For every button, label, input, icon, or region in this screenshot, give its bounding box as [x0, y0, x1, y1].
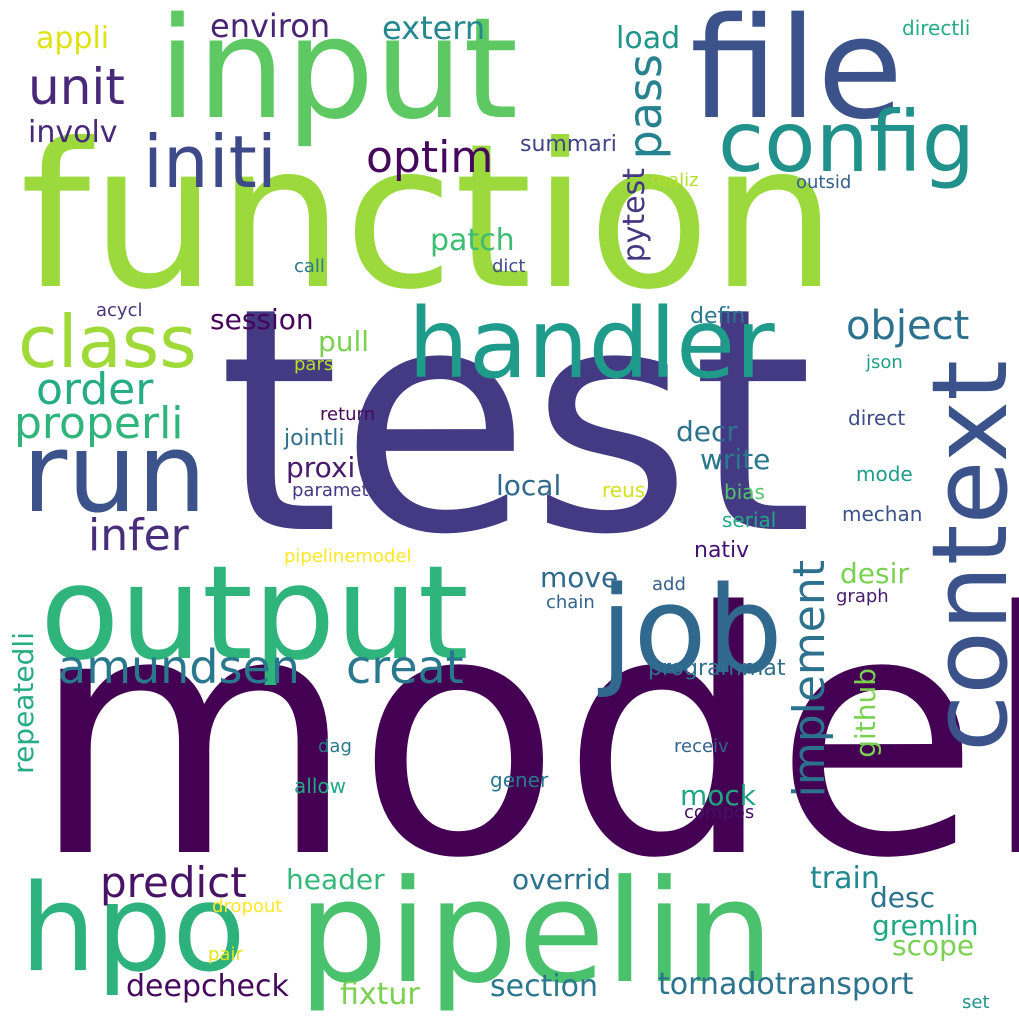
- word-desir: desir: [840, 557, 909, 590]
- word-realiz: realiz: [650, 170, 699, 191]
- word-programmat: programmat: [648, 656, 786, 681]
- word-creat: creat: [346, 640, 464, 694]
- word-predict: predict: [100, 858, 247, 907]
- word-set: set: [962, 992, 990, 1013]
- word-environ: environ: [210, 7, 331, 45]
- word-bias: bias: [724, 480, 765, 504]
- word-patch: patch: [430, 223, 515, 258]
- word-handler: handler: [408, 288, 775, 400]
- word-gener: gener: [490, 768, 549, 792]
- word-session: session: [210, 303, 314, 336]
- word-model: model: [30, 542, 1019, 932]
- word-paramet: paramet: [292, 480, 369, 501]
- word-mode: mode: [856, 462, 913, 486]
- word-receiv: receiv: [674, 736, 729, 757]
- word-desc: desc: [870, 881, 935, 914]
- word-run: run: [22, 409, 207, 537]
- word-defin: defin: [690, 304, 746, 329]
- word-decr: decr: [676, 415, 738, 448]
- word-deepcheck: deepcheck: [126, 969, 289, 1004]
- word-output: output: [40, 537, 469, 689]
- word-json: json: [866, 352, 903, 373]
- word-dict: dict: [492, 256, 526, 277]
- word-class: class: [18, 300, 197, 384]
- word-mechan: mechan: [842, 502, 923, 526]
- word-hpo: hpo: [20, 860, 246, 999]
- word-summari: summari: [520, 132, 617, 157]
- word-gremlin: gremlin: [872, 909, 979, 942]
- word-proxi: proxi: [286, 451, 356, 484]
- word-dag: dag: [318, 736, 352, 757]
- word-repeatedli: repeatedli: [7, 632, 40, 774]
- word-function: function: [20, 101, 837, 334]
- word-load: load: [616, 21, 681, 56]
- word-reus: reus: [602, 478, 646, 502]
- word-train: train: [810, 861, 880, 896]
- word-write: write: [700, 443, 771, 476]
- word-local: local: [496, 469, 562, 502]
- word-mock: mock: [680, 779, 757, 812]
- word-call: call: [294, 256, 325, 277]
- word-infer: infer: [88, 510, 189, 561]
- word-pipelinemodel: pipelinemodel: [284, 546, 412, 567]
- word-amundsen: amundsen: [58, 640, 300, 694]
- word-involv: involv: [28, 115, 118, 150]
- word-pytest: pytest: [617, 168, 652, 263]
- word-extern: extern: [382, 9, 486, 47]
- word-dropout: dropout: [212, 896, 283, 917]
- word-section: section: [490, 969, 599, 1004]
- word-fixtur: fixtur: [340, 977, 420, 1012]
- word-file: file: [690, 0, 904, 151]
- word-return: return: [320, 404, 376, 425]
- word-acycl: acycl: [96, 300, 143, 321]
- word-job: job: [600, 562, 783, 701]
- word-config: config: [718, 93, 976, 191]
- word-outsid: outsid: [796, 172, 852, 193]
- word-nativ: nativ: [694, 538, 750, 563]
- word-properli: properli: [14, 398, 184, 449]
- word-directli: directli: [902, 16, 971, 40]
- word-overrid: overrid: [512, 863, 612, 896]
- word-github: github: [849, 668, 882, 758]
- word-optim: optim: [366, 132, 494, 183]
- word-appli: appli: [36, 21, 110, 56]
- word-context: context: [909, 360, 1019, 752]
- word-jointli: jointli: [284, 426, 345, 451]
- word-implement: implement: [784, 560, 835, 798]
- word-input: input: [158, 0, 519, 151]
- word-allow: allow: [294, 774, 346, 798]
- word-pull: pull: [318, 325, 370, 358]
- word-compos: compos: [684, 802, 755, 823]
- word-tornadotransport: tornadotransport: [658, 967, 914, 1002]
- word-add: add: [652, 574, 686, 595]
- word-direct: direct: [848, 406, 906, 430]
- word-initi: initi: [143, 120, 277, 204]
- word-pair: pair: [208, 944, 243, 965]
- word-chain: chain: [546, 592, 595, 613]
- word-graph: graph: [836, 586, 889, 607]
- word-pass: pass: [618, 54, 672, 160]
- word-pars: pars: [294, 354, 334, 375]
- word-order: order: [36, 364, 154, 415]
- word-test: test: [218, 242, 814, 603]
- word-move: move: [540, 561, 619, 594]
- word-object: object: [846, 303, 970, 349]
- word-pipelin: pipelin: [298, 850, 774, 1015]
- word-unit: unit: [28, 58, 125, 116]
- word-serial: serial: [722, 508, 777, 532]
- word-header: header: [286, 863, 385, 896]
- word-scope: scope: [892, 929, 975, 962]
